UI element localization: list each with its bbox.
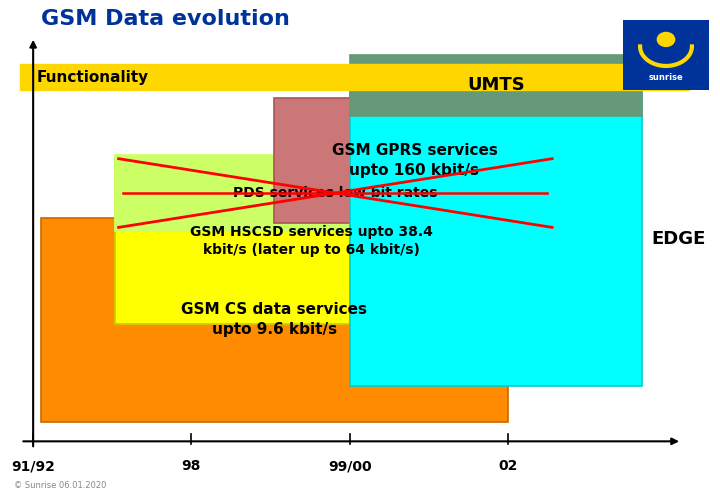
Text: UMTS: UMTS [467, 76, 525, 94]
Bar [115, 159, 508, 324]
Text: GSM CS data services
upto 9.6 kbit/s: GSM CS data services upto 9.6 kbit/s [181, 302, 367, 337]
Bar [350, 55, 642, 116]
Text: GSM Data evolution: GSM Data evolution [41, 9, 290, 29]
Bar [41, 218, 508, 422]
Text: Functionality: Functionality [36, 70, 148, 85]
Text: GSM GPRS services
upto 160 kbit/s: GSM GPRS services upto 160 kbit/s [331, 143, 498, 178]
Text: PDS services low bit rates: PDS services low bit rates [233, 186, 438, 200]
Text: sunrise: sunrise [649, 73, 683, 82]
Bar [115, 155, 555, 231]
Bar [350, 92, 642, 386]
Text: 91/92: 91/92 [12, 459, 55, 473]
Bar [274, 98, 555, 224]
Text: 02: 02 [498, 459, 518, 473]
Bar [20, 64, 701, 90]
Text: © Sunrise 06.01.2020: © Sunrise 06.01.2020 [14, 481, 107, 490]
Text: 98: 98 [181, 459, 201, 473]
Text: 99/00: 99/00 [328, 459, 372, 473]
Text: GSM HSCSD services upto 38.4
kbit/s (later up to 64 kbit/s): GSM HSCSD services upto 38.4 kbit/s (lat… [190, 225, 433, 257]
Circle shape [657, 32, 675, 46]
Text: EDGE: EDGE [652, 230, 706, 248]
